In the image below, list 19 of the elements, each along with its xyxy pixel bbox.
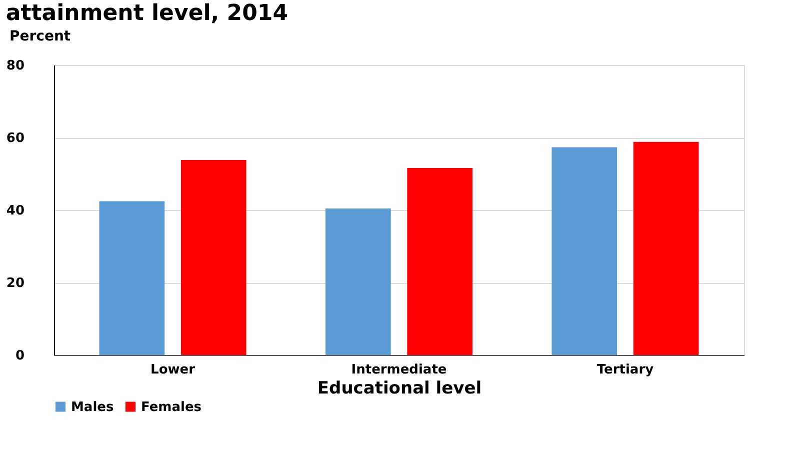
x-tick-label: Intermediate xyxy=(351,362,447,378)
legend-label: Males xyxy=(71,400,114,415)
legend-label: Females xyxy=(141,400,202,415)
x-tick-label: Tertiary xyxy=(596,362,654,378)
bar xyxy=(633,142,699,355)
bar xyxy=(180,160,246,355)
y-axis-title: Percent xyxy=(10,28,71,44)
y-tick-label: 20 xyxy=(6,276,24,291)
y-tick-label: 40 xyxy=(6,204,24,218)
bar xyxy=(325,208,391,355)
bar xyxy=(407,168,473,355)
x-axis-title: Educational level xyxy=(317,378,482,398)
chart-title: attainment level, 2014 xyxy=(6,1,288,26)
y-tick-label: 60 xyxy=(6,131,24,146)
y-tick-label: 80 xyxy=(6,58,24,74)
bar xyxy=(99,201,165,355)
bar xyxy=(552,147,618,355)
x-tick-label: Lower xyxy=(150,362,196,378)
y-tick-label: 0 xyxy=(15,348,24,364)
